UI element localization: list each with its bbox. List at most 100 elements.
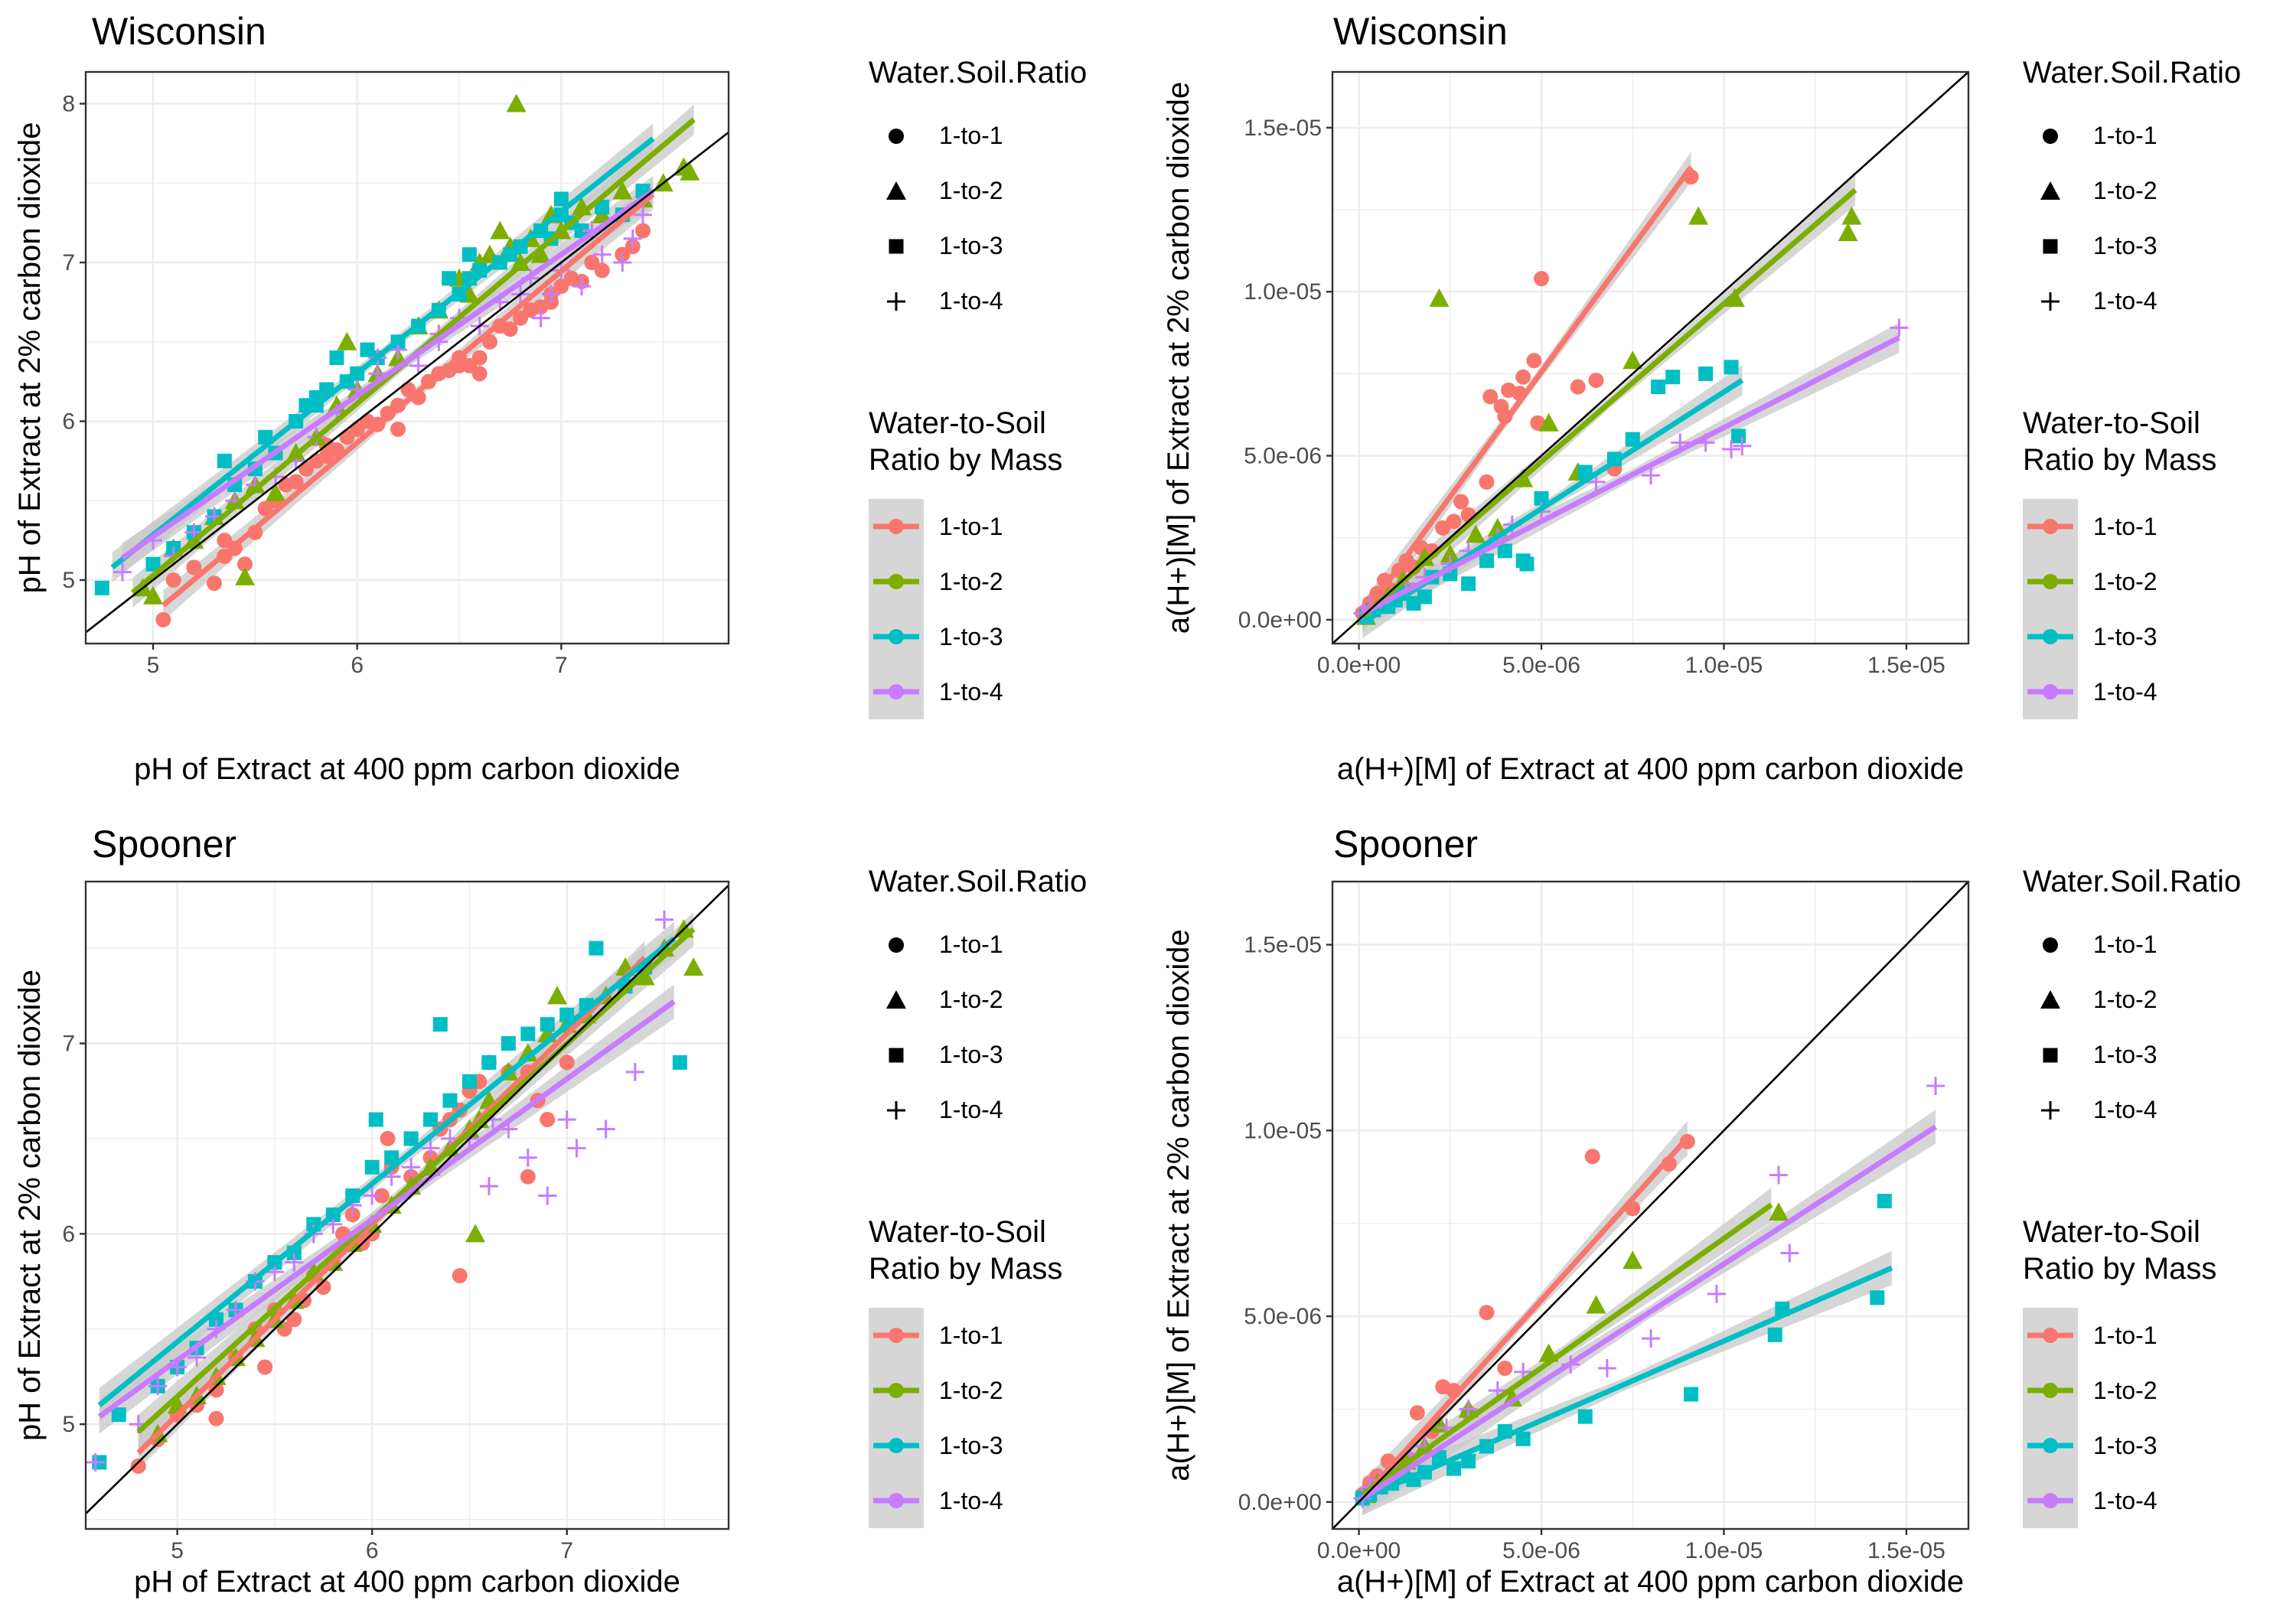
data-point-1-to-2 [612, 181, 633, 200]
grid [1332, 72, 1968, 644]
data-point-1-to-4 [518, 1148, 537, 1167]
data-point-1-to-3 [501, 1036, 516, 1051]
data-point-1-to-4 [285, 1253, 304, 1272]
data-point-1-to-1 [1453, 494, 1469, 510]
legend-title: Water-to-Soil [869, 406, 1046, 440]
data-point-1-to-4 [1707, 1284, 1726, 1303]
data-point-1-to-1 [237, 556, 253, 572]
data-point-1-to-3 [1724, 360, 1739, 375]
data-point-1-to-1 [344, 1207, 360, 1223]
data-point-1-to-4 [538, 1186, 557, 1205]
data-point-1-to-3 [442, 1093, 458, 1108]
fit-line-1-to-4 [1361, 335, 1900, 616]
data-point-1-to-3 [1497, 543, 1512, 559]
fit-line-1-to-2 [136, 927, 696, 1434]
y-tick-label: 5 [62, 568, 75, 593]
legend-title: Ratio by Mass [2023, 1252, 2216, 1286]
legend-key-square [2043, 239, 2058, 254]
y-tick-label: 1.0e-05 [1244, 279, 1322, 305]
x-axis-label: pH of Extract at 400 ppm carbon dioxide [134, 752, 680, 786]
legend-key-square [2043, 1048, 2058, 1063]
legend-label: 1-to-2 [939, 568, 1003, 595]
data-point-1-to-4 [634, 205, 652, 224]
plot-area [86, 93, 729, 634]
y-axis-label: a(H+)[M] of Extract at 2% carbon dioxide [1162, 82, 1195, 634]
data-point-1-to-3 [403, 1131, 419, 1146]
legend-title: Water-to-Soil [869, 1215, 1046, 1249]
legend-label: 1-to-3 [939, 232, 1003, 259]
legend-label: 1-to-4 [2093, 287, 2157, 315]
legend-key-dot [2043, 574, 2058, 589]
data-point-1-to-4 [655, 910, 673, 929]
x-axis-label: a(H+)[M] of Extract at 400 ppm carbon di… [1337, 752, 1964, 786]
legend-label: 1-to-4 [939, 287, 1003, 315]
data-point-1-to-4 [1642, 466, 1661, 485]
data-point-1-to-2 [1688, 206, 1709, 225]
legend-color: Water-to-Soil Ratio by Mass 1-to-1 1-to-2 1… [2023, 406, 2216, 719]
data-point-1-to-1 [155, 611, 171, 627]
x-tick-label: 5.0e-06 [1502, 653, 1580, 678]
data-point-1-to-3 [461, 247, 477, 262]
data-point-1-to-4 [409, 356, 428, 375]
legend-key-dot [889, 574, 904, 589]
legend-key-plus [887, 292, 905, 311]
fit-line-1-to-1 [1360, 1136, 1690, 1501]
data-point-1-to-3 [520, 1026, 536, 1041]
data-point-1-to-1 [165, 572, 181, 588]
y-tick-label: 5.0e-06 [1244, 444, 1322, 469]
legend-key-dot [2043, 684, 2058, 699]
legend-label: 1-to-3 [939, 1432, 1003, 1459]
data-point-1-to-3 [432, 1017, 448, 1032]
legend-label: 1-to-3 [939, 1041, 1003, 1068]
data-point-1-to-4 [592, 245, 612, 264]
data-point-1-to-1 [1570, 379, 1586, 395]
legend-title: Water-to-Soil [2023, 1215, 2200, 1249]
x-tick-label: 6 [366, 1538, 379, 1563]
plot-border [1331, 70, 1970, 645]
legend-key-dot [2043, 629, 2058, 644]
data-point-1-to-3 [1534, 491, 1549, 506]
data-point-1-to-1 [471, 350, 488, 366]
identity-line [1332, 72, 1968, 644]
y-tick-label: 7 [62, 250, 75, 275]
data-point-1-to-3 [1519, 556, 1534, 572]
y-tick-label: 5.0e-06 [1244, 1304, 1322, 1329]
data-point-1-to-4 [572, 277, 591, 296]
x-axis-label: pH of Extract at 400 ppm carbon dioxide [134, 1565, 680, 1599]
legend-title: Water.Soil.Ratio [2023, 865, 2241, 898]
fit-line-1-to-2 [1361, 1202, 1773, 1497]
y-tick-label: 1.5e-05 [1244, 116, 1322, 141]
data-point-1-to-4 [1597, 1359, 1616, 1378]
chart-panel-4: Spooner 0.0e+00 5.0e-06 1.0e-05 1.5e-05 0.0e+… [1162, 823, 2241, 1599]
legend-title: Ratio by Mass [2023, 443, 2216, 477]
legend-label: 1-to-2 [2093, 177, 2157, 204]
data-point-1-to-2 [1623, 350, 1643, 370]
data-point-1-to-1 [482, 334, 497, 350]
data-point-1-to-3 [1461, 576, 1476, 592]
legend-key-triangle [886, 181, 906, 200]
legend-label: 1-to-2 [2093, 1377, 2157, 1404]
legend-key-dot [889, 519, 904, 534]
data-point-1-to-4 [363, 1186, 382, 1205]
chart-title: Wisconsin [1333, 10, 1508, 53]
data-point-1-to-1 [373, 1188, 390, 1204]
plot-border [84, 70, 730, 645]
legend-key-plus [887, 1101, 905, 1120]
legend-label: 1-to-2 [2093, 986, 2157, 1013]
fit-line-1-to-3 [97, 936, 676, 1407]
data-point-1-to-3 [1417, 589, 1432, 605]
data-point-1-to-1 [217, 533, 233, 549]
chart-title: Spooner [92, 823, 236, 865]
data-point-1-to-3 [423, 1112, 439, 1127]
data-point-1-to-2 [235, 566, 255, 585]
legend: Water.Soil.Ratio 1-to-1 1-to-2 1-to-3 1-to-4… [2023, 865, 2241, 1528]
x-tick-label: 5 [171, 1538, 184, 1563]
data-point-1-to-1 [594, 262, 610, 279]
data-point-1-to-4 [402, 1158, 421, 1177]
data-point-1-to-3 [1767, 1327, 1782, 1342]
data-point-1-to-3 [672, 1054, 687, 1070]
data-point-1-to-2 [517, 1042, 538, 1061]
legend: Water.Soil.Ratio 1-to-1 1-to-2 1-to-3 1-to-4… [869, 56, 1087, 719]
data-point-1-to-1 [520, 1169, 536, 1185]
